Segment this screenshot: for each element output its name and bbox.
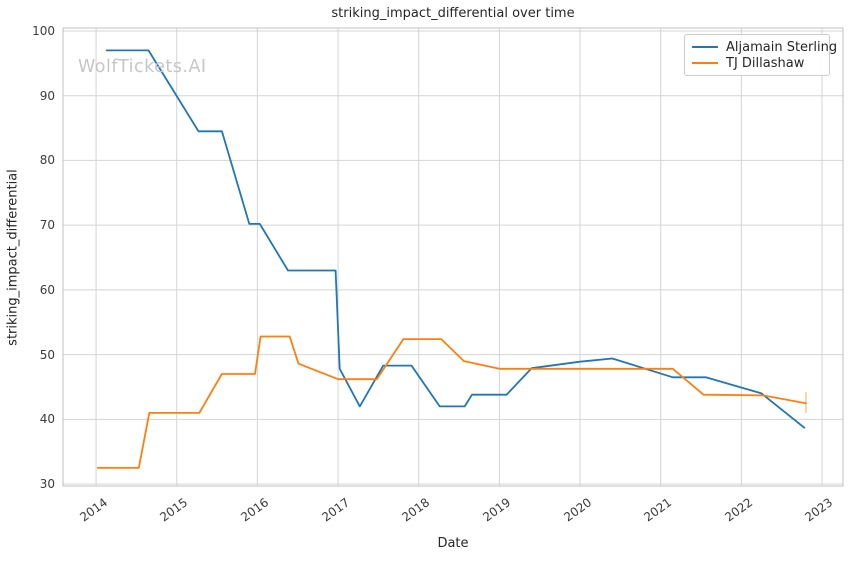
chart-title: striking_impact_differential over time bbox=[331, 6, 575, 21]
series-line-1 bbox=[96, 335, 807, 469]
plot-box bbox=[62, 27, 844, 487]
legend-line-sample-blue bbox=[692, 46, 718, 48]
legend-item-aljamain-sterling: Aljamain Sterling bbox=[692, 39, 837, 55]
y-tick-label: 70 bbox=[39, 218, 55, 233]
legend-item-tj-dillashaw: TJ Dillashaw bbox=[692, 55, 821, 71]
y-tick-label: 50 bbox=[39, 347, 55, 362]
y-tick-label: 80 bbox=[39, 153, 55, 168]
legend: Aljamain Sterling TJ Dillashaw bbox=[684, 34, 837, 76]
y-tick-label: 30 bbox=[39, 477, 55, 492]
y-tick-label: 60 bbox=[39, 282, 55, 297]
y-tick-label: 100 bbox=[32, 23, 55, 38]
watermark: WolfTickets.AI bbox=[78, 57, 207, 77]
x-axis-label: Date bbox=[437, 536, 469, 551]
series-line-0 bbox=[105, 49, 806, 429]
legend-label: Aljamain Sterling bbox=[726, 39, 838, 55]
y-tick-label: 90 bbox=[39, 88, 55, 103]
legend-line-sample-orange bbox=[692, 62, 718, 64]
legend-label: TJ Dillashaw bbox=[726, 55, 805, 71]
y-tick-label: 40 bbox=[39, 412, 55, 427]
